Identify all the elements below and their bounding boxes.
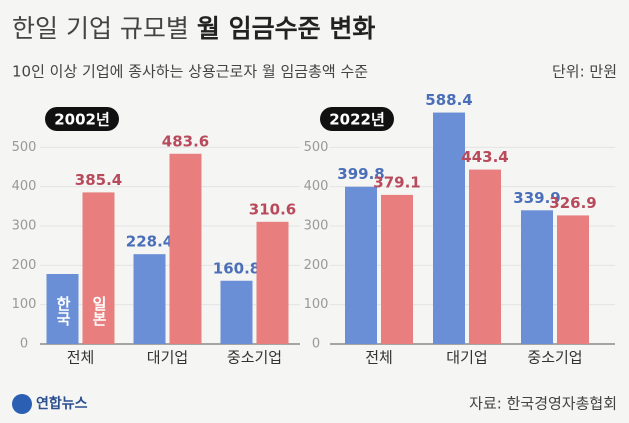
- value-label: 326.9: [549, 194, 596, 212]
- year-pill: [45, 107, 119, 131]
- y-tick-label: 0: [20, 337, 28, 352]
- y-tick-label: 200: [12, 258, 37, 273]
- value-label: 160.8: [213, 259, 260, 277]
- y-tick-label: 300: [304, 219, 329, 234]
- bar: [469, 169, 501, 344]
- unit: 단위: 만원: [552, 63, 617, 81]
- y-tick-label: 0: [312, 337, 320, 352]
- y-tick-label: 100: [304, 297, 329, 312]
- year-pill: [320, 107, 394, 131]
- bar: [133, 254, 166, 344]
- x-tick-label: 대기업: [446, 349, 487, 367]
- chart-title: 2022년: [329, 111, 385, 129]
- source: 자료: 한국경영자총협회: [469, 395, 617, 413]
- value-label: 443.4: [461, 148, 508, 166]
- value-label: 339.9: [513, 189, 560, 207]
- title-bold: 월 임금수준 변화: [197, 14, 375, 43]
- value-label: 588.4: [425, 91, 472, 109]
- x-tick-label: 중소기업: [527, 349, 582, 367]
- value-label: 228.4: [126, 233, 173, 251]
- bar: [521, 210, 553, 344]
- y-tick-label: 300: [12, 219, 37, 234]
- legend-label: 일본: [90, 296, 108, 326]
- bar: [256, 221, 289, 344]
- bar: [557, 215, 589, 344]
- y-tick-label: 500: [12, 140, 37, 155]
- y-tick-label: 400: [12, 179, 37, 194]
- value-label: 399.8: [337, 165, 384, 183]
- bar: [220, 280, 253, 344]
- value-label: 379.1: [373, 173, 420, 191]
- bar: [345, 186, 377, 344]
- value-label: 310.6: [249, 200, 296, 218]
- logo: 연합뉴스: [36, 395, 88, 412]
- y-tick-label: 200: [304, 258, 329, 273]
- bar: [169, 153, 202, 344]
- value-label: 385.4: [75, 171, 122, 189]
- bar: [46, 273, 79, 344]
- y-tick-label: 100: [12, 297, 37, 312]
- legend-label: 한국: [54, 296, 72, 327]
- title: 한일 기업 규모별 월 임금수준 변화: [12, 14, 375, 43]
- x-tick-label: 중소기업: [227, 349, 282, 367]
- x-tick-label: 대기업: [147, 349, 188, 367]
- chart-title: 2002년: [54, 111, 110, 129]
- y-tick-label: 400: [304, 179, 329, 194]
- x-tick-label: 전체: [365, 349, 393, 367]
- x-tick-label: 전체: [67, 349, 95, 367]
- logo-icon: [12, 394, 32, 414]
- bar: [433, 112, 465, 344]
- y-tick-label: 500: [304, 140, 329, 155]
- bar: [82, 192, 115, 344]
- bar: [381, 194, 413, 344]
- value-label: 483.6: [162, 132, 209, 150]
- title-part: 한일 기업 규모별: [12, 14, 189, 43]
- subtitle: 10인 이상 기업에 종사하는 상용근로자 월 임금총액 수준: [12, 63, 368, 81]
